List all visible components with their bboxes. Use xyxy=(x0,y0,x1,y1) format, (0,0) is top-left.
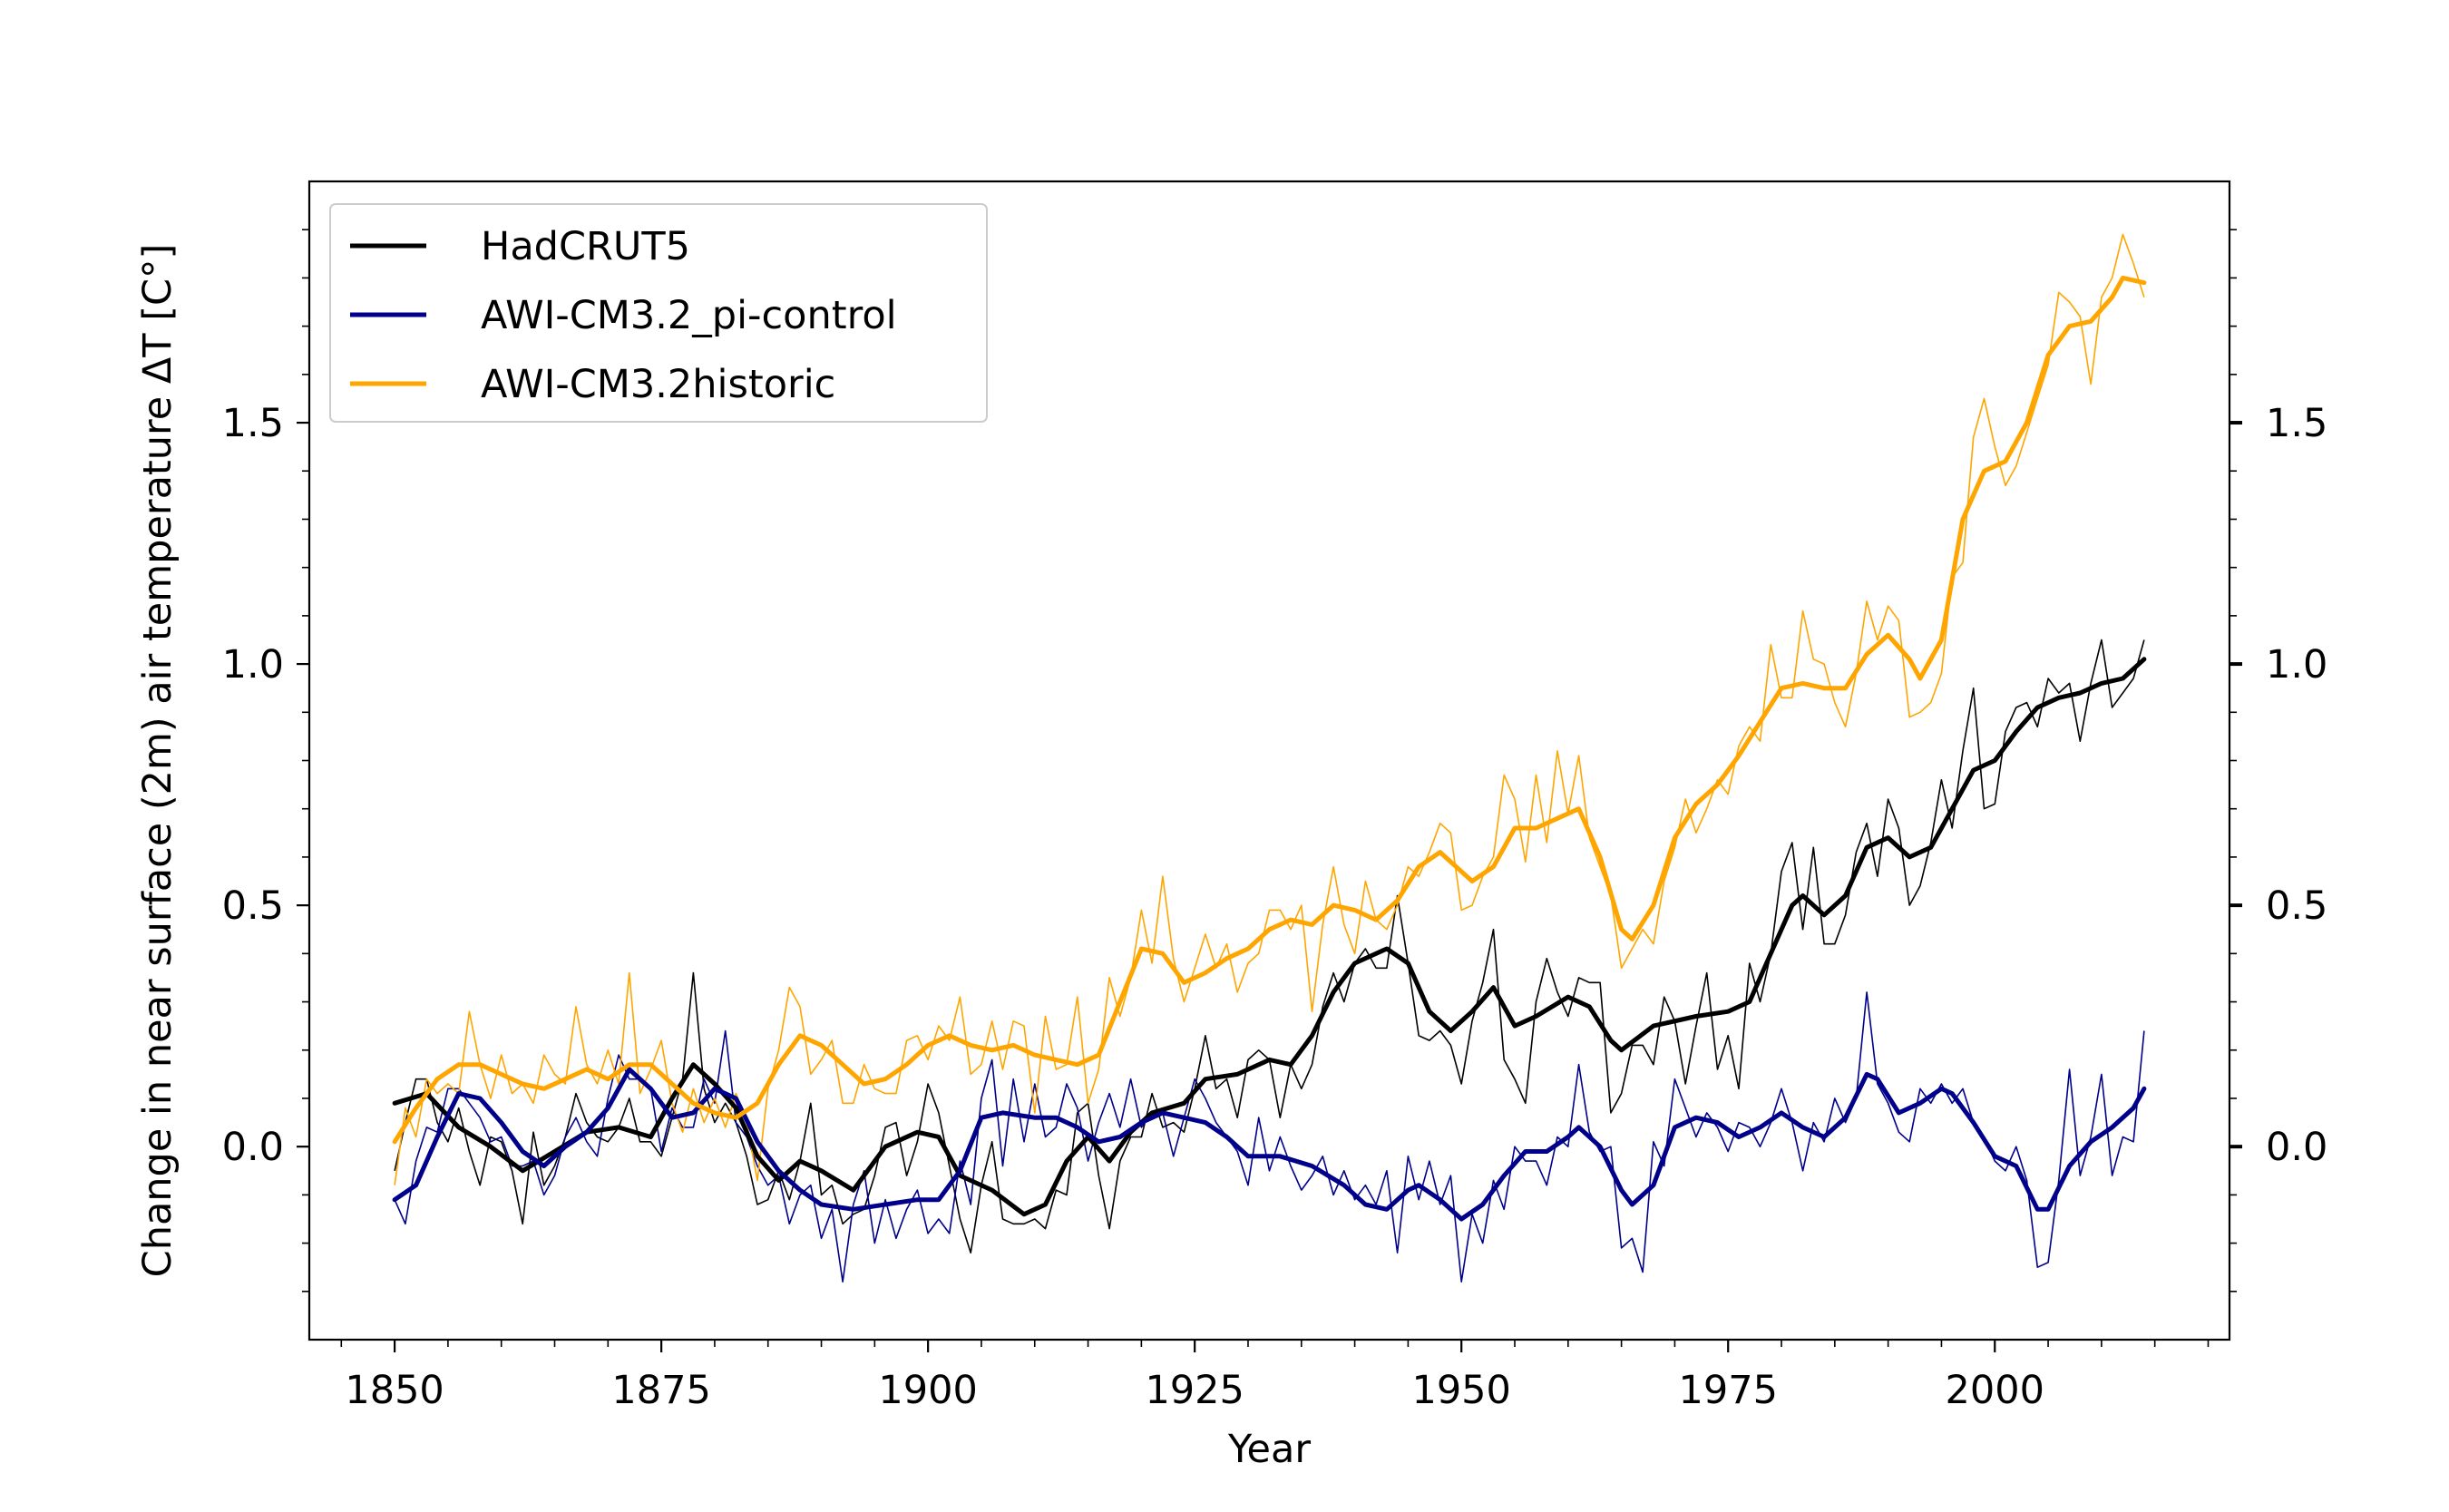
legend-box xyxy=(329,203,988,423)
legend-label: AWI-CM3.2historic xyxy=(481,362,835,407)
x-tick-label: 1925 xyxy=(1145,1368,1244,1413)
y-tick-label-right: 0.5 xyxy=(2266,883,2327,929)
x-tick-label: 1900 xyxy=(878,1368,977,1413)
legend-label: AWI-CM3.2_pi-control xyxy=(481,293,897,338)
y-tick-label-left: 1.5 xyxy=(222,401,284,446)
y-tick-label-right: 1.5 xyxy=(2266,401,2327,446)
tick-layer: 1850 1875 1900 1925 1950 1975 2000 0.0 0.0 0.5 0.5… xyxy=(222,229,2327,1413)
y-tick-label-right: 0.0 xyxy=(2266,1125,2327,1170)
y-axis-label: Change in near surface (2m) air temperat… xyxy=(135,244,181,1278)
series-1-annual-line xyxy=(394,991,2145,1283)
y-tick-label-left: 0.0 xyxy=(222,1125,284,1170)
x-tick-label: 2000 xyxy=(1946,1368,2044,1413)
series-2-smoothed-line xyxy=(392,275,2147,1145)
x-tick-label: 1975 xyxy=(1679,1368,1778,1413)
x-axis-label: Year xyxy=(1227,1427,1311,1472)
series-layer xyxy=(392,233,2147,1283)
x-tick-label: 1875 xyxy=(611,1368,710,1413)
y-tick-label-left: 0.5 xyxy=(222,883,284,929)
series-0-annual-line xyxy=(394,639,2145,1253)
series-1-smoothed-line xyxy=(392,1067,2147,1222)
x-tick-label: 1950 xyxy=(1411,1368,1510,1413)
x-tick-label: 1850 xyxy=(345,1368,444,1413)
y-tick-label-left: 1.0 xyxy=(222,642,284,688)
series-2-annual-line xyxy=(394,233,2145,1185)
series-0-smoothed-line xyxy=(392,657,2147,1217)
legend: HadCRUT5 AWI-CM3.2_pi-control AWI-CM3.2his… xyxy=(329,203,988,423)
legend-label: HadCRUT5 xyxy=(481,224,690,269)
y-tick-label-right: 1.0 xyxy=(2266,642,2327,688)
